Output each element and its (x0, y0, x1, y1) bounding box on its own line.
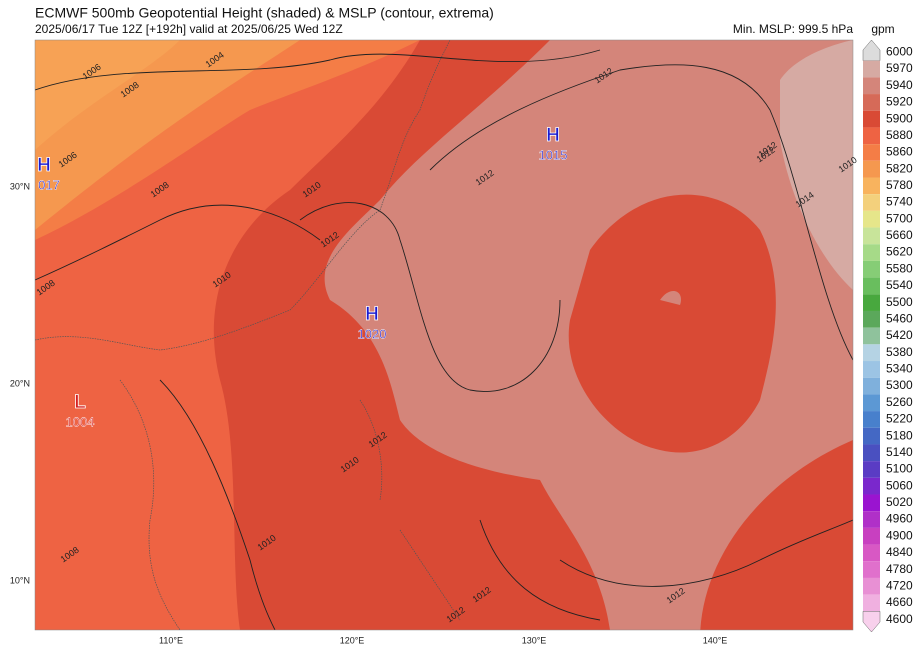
colorbar-swatch (863, 260, 880, 278)
colorbar-swatch (863, 394, 880, 412)
colorbar-swatch (863, 411, 880, 428)
colorbar-swatch (863, 94, 880, 111)
extremum-value: 1004 (66, 414, 95, 429)
colorbar-label: 5100 (886, 462, 913, 476)
colorbar-label: 4720 (886, 578, 913, 592)
colorbar-unit: gpm (871, 22, 894, 36)
colorbar-swatch (863, 294, 880, 311)
colorbar-swatch (863, 227, 880, 245)
colorbar-label: 4600 (886, 612, 913, 626)
colorbar-label: 5970 (886, 61, 913, 75)
colorbar-swatch (863, 527, 880, 545)
colorbar-cap (862, 611, 881, 633)
colorbar-swatch (863, 210, 880, 228)
colorbar-label: 4900 (886, 528, 913, 542)
subtitle: 2025/06/17 Tue 12Z [+192h] valid at 2025… (35, 22, 343, 36)
colorbar-label: 5880 (886, 128, 913, 142)
colorbar-swatch (863, 327, 880, 345)
colorbar-label: 5580 (886, 261, 913, 275)
colorbar-swatch (863, 561, 880, 578)
colorbar-label: 5180 (886, 428, 913, 442)
colorbar-label: 5860 (886, 145, 913, 159)
colorbar-swatch (863, 194, 880, 211)
colorbar-swatch (863, 361, 880, 378)
colorbar-label: 5420 (886, 328, 913, 342)
lon-label: 120°E (340, 635, 365, 645)
colorbar-label: 5900 (886, 111, 913, 125)
colorbar-swatch (863, 177, 880, 195)
colorbar-label: 5220 (886, 412, 913, 426)
colorbar-label: 5060 (886, 478, 913, 492)
colorbar-swatch (863, 544, 880, 562)
colorbar-label: 6000 (886, 45, 913, 59)
colorbar-label: 5940 (886, 78, 913, 92)
colorbar-label: 5380 (886, 345, 913, 359)
lat-label: 20°N (10, 378, 30, 388)
colorbar-swatch (863, 244, 880, 261)
colorbar-swatch (863, 60, 880, 78)
colorbar-swatch (863, 444, 880, 462)
min-mslp: Min. MSLP: 999.5 hPa (733, 22, 853, 36)
colorbar-label: 5300 (886, 378, 913, 392)
colorbar-swatch (863, 594, 880, 612)
extremum-value: 1020 (358, 326, 387, 341)
colorbar-swatch (863, 277, 880, 295)
colorbar-swatch (863, 77, 880, 95)
extremum-letter: H (37, 155, 51, 176)
colorbar-label: 5340 (886, 362, 913, 376)
colorbar-swatch (863, 477, 880, 495)
colorbar-swatch (863, 127, 880, 145)
title: ECMWF 500mb Geopotential Height (shaded)… (35, 5, 494, 21)
colorbar-label: 4960 (886, 512, 913, 526)
lon-label: 110°E (159, 635, 183, 645)
colorbar-label: 5820 (886, 161, 913, 175)
colorbar: 6000 5970 5940 5920 5900 5880 5860 5820 5780 5740… (862, 39, 913, 633)
lon-label: 130°E (522, 635, 547, 645)
colorbar-cap (862, 39, 881, 61)
colorbar-label: 5700 (886, 211, 913, 225)
lat-label: 10°N (10, 575, 30, 585)
extremum-letter: H (546, 125, 560, 146)
extremum-value: 017 (38, 177, 60, 192)
colorbar-swatch (863, 577, 880, 595)
colorbar-label: 5780 (886, 178, 913, 192)
colorbar-swatch (863, 427, 880, 445)
colorbar-swatch (863, 144, 880, 161)
colorbar-label: 5140 (886, 445, 913, 459)
colorbar-swatch (863, 461, 880, 478)
colorbar-label: 5740 (886, 195, 913, 209)
colorbar-swatch (863, 110, 880, 128)
map-frame (34, 39, 854, 631)
shaded-field (35, 40, 853, 630)
colorbar-label: 5540 (886, 278, 913, 292)
colorbar-label: 4780 (886, 562, 913, 576)
colorbar-label: 5500 (886, 295, 913, 309)
lon-label: 140°E (703, 635, 728, 645)
colorbar-swatch (863, 344, 880, 362)
colorbar-swatch (863, 310, 880, 328)
colorbar-label: 5260 (886, 395, 913, 409)
colorbar-label: 5620 (886, 245, 913, 259)
colorbar-label: 4660 (886, 595, 913, 609)
extremum-value: 1015 (539, 147, 568, 162)
colorbar-label: 4840 (886, 545, 913, 559)
extremum-letter: H (365, 304, 379, 325)
colorbar-label: 5660 (886, 228, 913, 242)
colorbar-swatch (863, 511, 880, 528)
colorbar-label: 5020 (886, 495, 913, 509)
colorbar-swatch (863, 160, 880, 178)
lat-label: 30°N (10, 181, 30, 191)
colorbar-label: 5920 (886, 95, 913, 109)
colorbar-swatch (863, 494, 880, 512)
extremum-letter: L (74, 392, 86, 413)
colorbar-swatch (863, 377, 880, 395)
colorbar-label: 5460 (886, 311, 913, 325)
